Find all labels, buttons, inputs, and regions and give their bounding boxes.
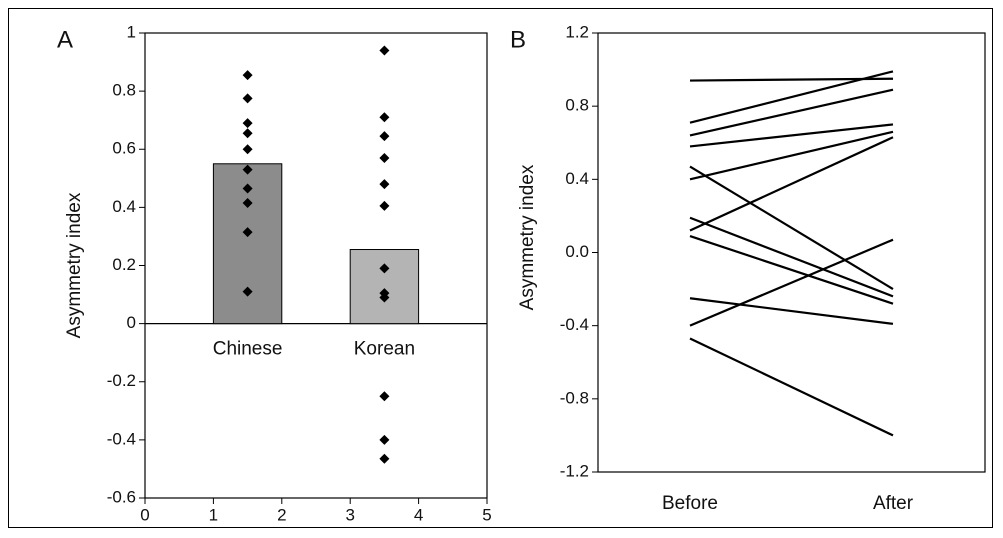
x-tick-label: 5	[482, 505, 491, 524]
data-point	[379, 292, 390, 303]
data-point	[379, 263, 390, 274]
x-tick-label: 2	[277, 505, 286, 524]
y-tick-label: -0.4	[560, 315, 589, 334]
series-line	[689, 216, 894, 298]
y-axis-label: Asymmetry index	[517, 164, 538, 310]
series-line	[689, 70, 894, 124]
data-point	[242, 93, 253, 104]
y-tick-label: -0.2	[107, 371, 136, 390]
x-tick-label: After	[873, 493, 914, 514]
data-point	[242, 227, 253, 238]
data-point	[242, 70, 253, 81]
data-point	[379, 45, 390, 56]
data-point	[379, 453, 390, 464]
x-tick-label: 1	[209, 505, 218, 524]
series-line	[689, 337, 894, 437]
y-tick-label: 0.4	[565, 169, 589, 188]
x-tick-label: 4	[414, 505, 423, 524]
y-tick-label: 1.2	[565, 22, 589, 41]
category-label: Chinese	[213, 339, 283, 360]
y-tick-label: 0.2	[112, 255, 136, 274]
y-tick-label: -0.8	[560, 388, 589, 407]
y-tick-label: 0.8	[112, 81, 136, 100]
data-point	[379, 434, 390, 445]
y-tick-label: 0.4	[112, 197, 136, 216]
data-point	[242, 144, 253, 155]
data-point	[379, 200, 390, 211]
y-tick-label: -1.2	[560, 461, 589, 480]
y-axis-label: Asymmetry index	[64, 192, 85, 338]
data-point	[379, 152, 390, 163]
panel-label: A	[57, 26, 73, 53]
figure-frame	[8, 8, 993, 528]
series-line	[689, 238, 894, 327]
series-line	[689, 165, 894, 291]
x-tick-label: Before	[662, 493, 718, 514]
series-line	[689, 88, 894, 137]
data-point	[242, 183, 253, 194]
data-point	[379, 391, 390, 402]
y-tick-label: -0.6	[107, 487, 136, 506]
series-line	[689, 123, 894, 148]
data-point	[242, 286, 253, 297]
category-label: Korean	[354, 339, 415, 360]
y-tick-label: 0.6	[112, 139, 136, 158]
y-tick-label: 0.8	[565, 96, 589, 115]
series-line	[689, 234, 894, 305]
plot-frame	[144, 32, 488, 499]
x-tick-label: 0	[140, 505, 149, 524]
series-line	[689, 136, 894, 232]
data-point	[379, 112, 390, 123]
x-tick-label: 3	[345, 505, 354, 524]
y-tick-label: 0.0	[565, 242, 589, 261]
data-point	[242, 164, 253, 175]
data-point	[242, 198, 253, 209]
data-point	[242, 128, 253, 139]
bar	[349, 249, 420, 325]
data-point	[379, 131, 390, 142]
y-tick-label: 1	[127, 22, 136, 41]
y-tick-label: -0.4	[107, 429, 136, 448]
y-tick-label: 0	[127, 313, 136, 332]
data-point	[379, 179, 390, 190]
plot-frame	[597, 32, 986, 473]
data-point	[242, 118, 253, 129]
series-line	[689, 297, 894, 325]
panel-label: B	[510, 26, 526, 53]
series-line	[689, 130, 894, 181]
